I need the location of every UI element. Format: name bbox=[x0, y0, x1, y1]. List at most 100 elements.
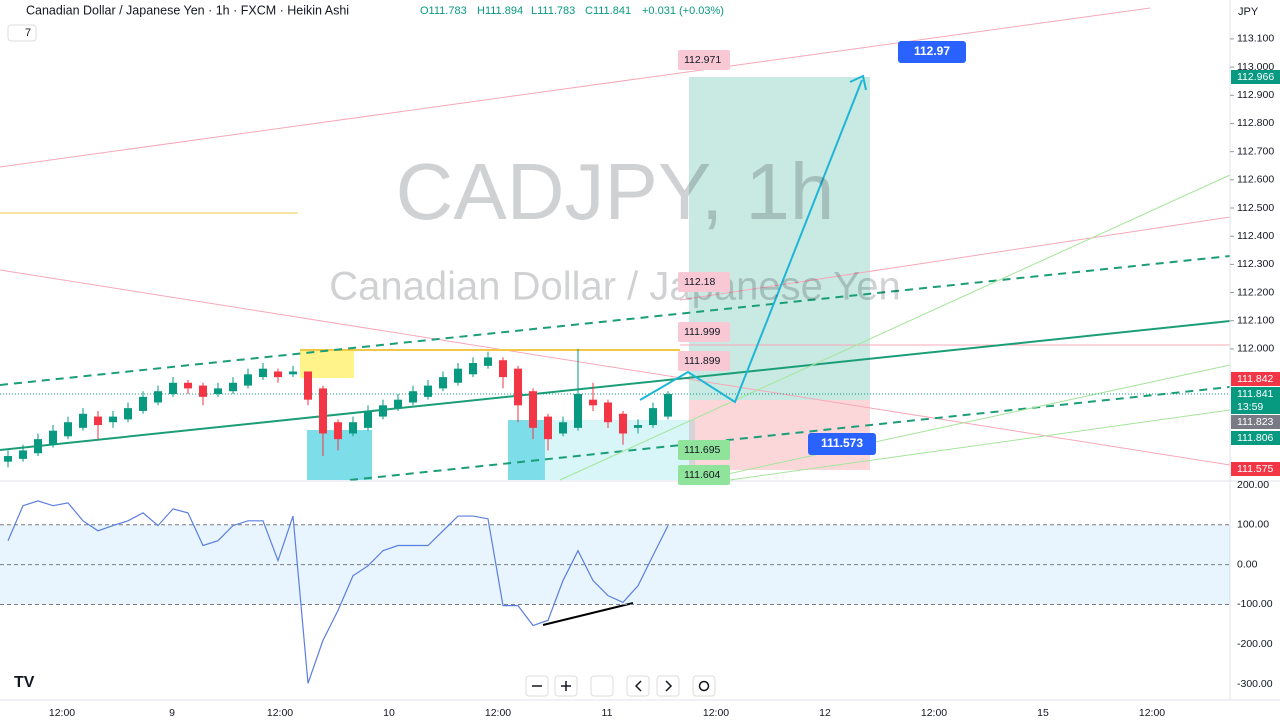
y-tick-label: 112.500 bbox=[1237, 202, 1274, 214]
fib-line bbox=[729, 409, 1231, 481]
candle-body bbox=[124, 408, 132, 420]
candle-body bbox=[184, 382, 192, 389]
candle-body bbox=[199, 385, 207, 397]
x-tick-label: 12:00 bbox=[1139, 707, 1165, 719]
candle-body bbox=[454, 368, 462, 383]
y-tick-label: 112.700 bbox=[1237, 145, 1274, 157]
logo: TV bbox=[14, 674, 35, 691]
candle-body bbox=[589, 399, 597, 406]
price-tag-label: 112.971 bbox=[684, 54, 721, 66]
price-tag bbox=[678, 351, 730, 371]
candle-body bbox=[559, 422, 567, 434]
candle-body bbox=[664, 394, 672, 417]
currency[interactable]: JPY bbox=[1238, 6, 1259, 18]
x-tick-label: 12:00 bbox=[49, 707, 75, 719]
candle-body bbox=[214, 388, 222, 395]
candle-body bbox=[439, 377, 447, 389]
candle-body bbox=[604, 402, 612, 423]
trend-line bbox=[0, 269, 1231, 466]
scroll-left[interactable] bbox=[626, 675, 650, 697]
divergence-line bbox=[542, 602, 634, 626]
candle-body bbox=[499, 360, 507, 378]
callout-label: 111.573 bbox=[821, 436, 863, 450]
candle-body bbox=[64, 422, 72, 437]
axis-badge bbox=[1231, 70, 1280, 84]
price-tag-label: 111.604 bbox=[684, 469, 721, 481]
callout bbox=[808, 433, 876, 455]
candle-body bbox=[529, 391, 537, 428]
candle-body bbox=[4, 456, 12, 462]
arrow-head bbox=[849, 74, 867, 91]
candle-body bbox=[619, 413, 627, 434]
toolbar-icons bbox=[532, 680, 710, 692]
candle-body bbox=[649, 408, 657, 426]
projection-path bbox=[639, 79, 863, 404]
y-tick-label: 112.300 bbox=[1237, 258, 1274, 270]
y-tick-label: 100.00 bbox=[1237, 519, 1269, 531]
indicators-count[interactable]: 7 bbox=[25, 27, 31, 39]
candle-body bbox=[154, 391, 162, 403]
trend-line bbox=[679, 216, 1231, 301]
watermark-title: CADJPY, 1h bbox=[396, 147, 835, 236]
candle-body bbox=[304, 371, 312, 400]
candle-body bbox=[19, 450, 27, 459]
price-tag-label: 111.999 bbox=[684, 326, 721, 338]
axis-badge bbox=[1231, 372, 1280, 386]
axis-badge bbox=[1231, 462, 1280, 476]
axis-badge bbox=[1231, 431, 1280, 445]
fib-line bbox=[559, 174, 1231, 481]
candle-body bbox=[544, 416, 552, 440]
axis-badge bbox=[1231, 400, 1280, 414]
x-tick-label: 11 bbox=[602, 707, 613, 719]
scroll-right[interactable] bbox=[656, 675, 680, 697]
y-tick-label: 112.200 bbox=[1237, 286, 1274, 298]
candle-body bbox=[229, 382, 237, 392]
indicators-toggle[interactable] bbox=[7, 24, 37, 42]
candle-body bbox=[259, 368, 267, 378]
ohlc-open: O111.783 bbox=[420, 5, 467, 17]
zone bbox=[508, 420, 545, 480]
callout-label: 112.97 bbox=[914, 44, 950, 58]
price-tag bbox=[678, 272, 730, 292]
channel-line bbox=[0, 320, 1231, 451]
y-tick-label: -300.00 bbox=[1237, 678, 1273, 690]
candle-body bbox=[514, 368, 522, 406]
channel-line bbox=[349, 386, 1231, 481]
refresh[interactable] bbox=[692, 675, 716, 697]
change: +0.031 (+0.03%) bbox=[642, 5, 724, 17]
candle-body bbox=[409, 391, 417, 403]
reset[interactable] bbox=[590, 675, 614, 697]
trend-line bbox=[0, 7, 1151, 168]
channel-line bbox=[0, 255, 1231, 386]
price-tag-label: 112.18 bbox=[684, 276, 715, 288]
price-tag-label: 111.695 bbox=[684, 444, 721, 456]
candle-body bbox=[319, 388, 327, 434]
y-tick-label: 200.00 bbox=[1237, 479, 1269, 491]
candle-body bbox=[34, 439, 42, 454]
cci-line bbox=[7, 500, 669, 684]
candle-body bbox=[634, 425, 642, 428]
axis-badge-label: 112.966 bbox=[1237, 71, 1274, 83]
y-tick-label: 113.000 bbox=[1237, 61, 1274, 73]
candle-body bbox=[49, 430, 57, 445]
axis-badge-label: 111.823 bbox=[1237, 416, 1274, 428]
candle-body bbox=[79, 413, 87, 428]
price-tag bbox=[678, 465, 730, 485]
y-tick-label: 112.600 bbox=[1237, 174, 1274, 186]
candle-body bbox=[94, 416, 102, 426]
axis-badge bbox=[1231, 387, 1280, 401]
x-tick-label: 12:00 bbox=[485, 707, 511, 719]
y-tick-label: 0.00 bbox=[1237, 558, 1258, 570]
candle-body bbox=[424, 385, 432, 397]
candle-body bbox=[379, 405, 387, 417]
candle-body bbox=[139, 396, 147, 411]
candle-body bbox=[289, 371, 297, 375]
y-tick-label: 112.100 bbox=[1237, 315, 1274, 327]
candle-body bbox=[574, 394, 582, 428]
axis-badge-label: 13:59 bbox=[1237, 401, 1263, 413]
target-zone bbox=[689, 77, 870, 400]
ohlc-low: L111.783 bbox=[531, 5, 575, 17]
x-tick-label: 10 bbox=[383, 707, 395, 719]
candle-body bbox=[334, 422, 342, 440]
